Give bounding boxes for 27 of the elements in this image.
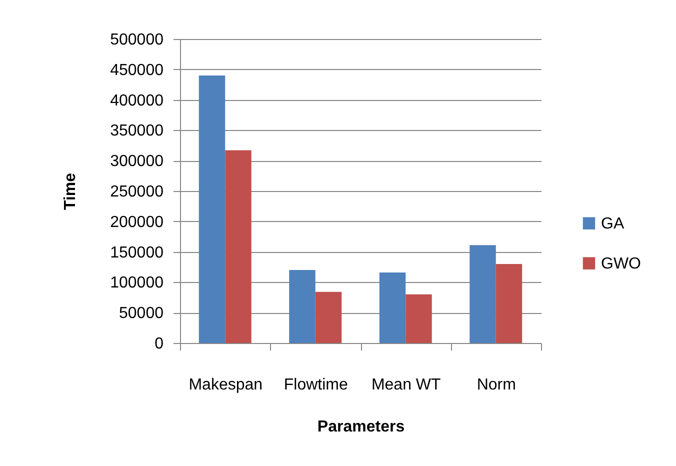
- bar: [225, 150, 252, 343]
- y-tick-label: 0: [154, 336, 164, 352]
- bar: [289, 270, 316, 343]
- y-tick-label: 450000: [110, 62, 164, 79]
- y-tick-label: 100000: [110, 274, 164, 292]
- x-tick-label: Mean WT: [371, 376, 442, 394]
- y-axis-title: Time: [62, 172, 80, 210]
- bar: [198, 75, 226, 343]
- y-tick-label: 150000: [110, 244, 164, 262]
- bar: [496, 264, 522, 343]
- y-tick-label: 400000: [110, 92, 164, 110]
- bar: [315, 292, 342, 343]
- y-tick-label: 300000: [110, 153, 164, 170]
- legend-label: GWO: [601, 255, 641, 272]
- y-tick-label: 250000: [110, 184, 164, 200]
- x-axis-title: Parameters: [317, 418, 405, 436]
- y-tick-label: 200000: [110, 214, 164, 231]
- bar: [379, 272, 406, 343]
- y-tick-label: 50000: [119, 305, 164, 322]
- y-tick-label: 500000: [110, 32, 164, 48]
- bar: [470, 245, 496, 343]
- legend-label: GA: [601, 215, 624, 232]
- x-tick-label: Flowtime: [284, 376, 348, 394]
- x-tick-label: Norm: [476, 376, 516, 394]
- x-tick-label: Makespan: [188, 376, 263, 394]
- y-tick-label: 350000: [110, 122, 164, 140]
- bar: [406, 294, 432, 343]
